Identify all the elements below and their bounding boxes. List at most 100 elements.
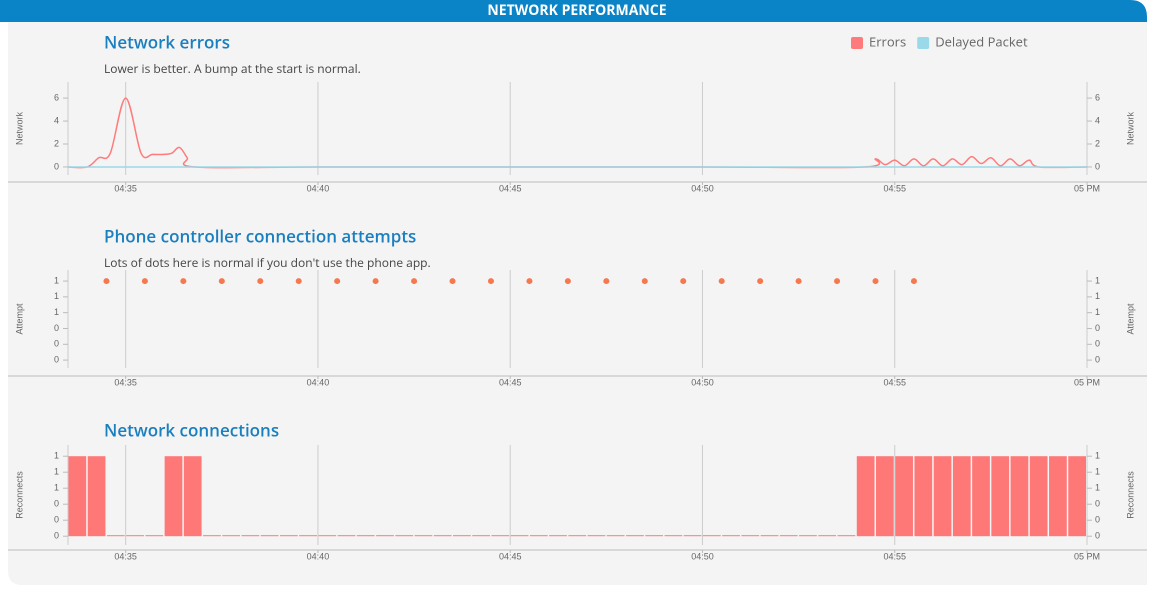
bar: [702, 535, 721, 537]
y2-tick-label: 0: [1095, 515, 1100, 525]
bar: [760, 535, 779, 537]
bar: [376, 535, 394, 537]
y-tick-label: 0: [54, 515, 59, 525]
y2-tick-label: 2: [1095, 138, 1100, 148]
x-tick-label: 04:55: [883, 551, 906, 561]
y-tick-label: 1: [54, 291, 59, 301]
x-tick-label: 04:40: [307, 183, 330, 193]
y2-tick-label: 0: [1095, 323, 1100, 333]
x-tick-label: 05 PM: [1074, 551, 1100, 561]
bar: [145, 535, 164, 537]
y-tick-label: 0: [54, 161, 59, 171]
y-tick-label: 0: [54, 354, 59, 364]
dot: [295, 278, 302, 285]
dot: [795, 278, 802, 285]
legend-label: Delayed Packet: [935, 32, 1028, 50]
dot: [334, 278, 341, 285]
bar: [260, 535, 279, 537]
bar: [876, 456, 894, 537]
dot: [141, 278, 148, 285]
dot: [872, 278, 879, 285]
chart-subtitle: Lower is better. A bump at the start is …: [104, 60, 361, 77]
y-axis-label: Reconnects: [14, 471, 24, 519]
y-tick-label: 1: [54, 483, 59, 493]
bar: [683, 535, 702, 537]
bar: [279, 535, 298, 537]
x-tick-label: 04:40: [307, 377, 330, 387]
bar: [587, 535, 606, 537]
y2-tick-label: 1: [1095, 451, 1100, 461]
header-bar: [0, 0, 1147, 22]
y2-tick-label: 0: [1095, 531, 1100, 541]
bar: [433, 535, 452, 537]
dot: [718, 278, 725, 285]
y-tick-label: 6: [54, 92, 59, 102]
y-tick-label: 1: [54, 307, 59, 317]
y-tick-label: 1: [54, 467, 59, 477]
bar: [972, 456, 990, 537]
y-axis-label: Attempt: [14, 303, 24, 335]
x-tick-label: 04:55: [883, 183, 906, 193]
dot: [257, 278, 264, 285]
y2-tick-label: 1: [1095, 483, 1100, 493]
x-tick-label: 05 PM: [1074, 377, 1100, 387]
y-tick-label: 1: [54, 275, 59, 285]
x-tick-label: 04:55: [883, 377, 906, 387]
y-tick-label: 1: [54, 451, 59, 461]
y2-tick-label: 1: [1095, 307, 1100, 317]
bar: [568, 535, 587, 537]
dot: [487, 278, 494, 285]
y-tick-label: 0: [54, 499, 59, 509]
x-tick-label: 04:45: [499, 551, 522, 561]
line-series: [67, 97, 1088, 169]
panel: [8, 22, 1147, 585]
bar: [856, 456, 875, 537]
bar: [510, 535, 529, 537]
x-tick-label: 04:50: [691, 551, 714, 561]
y2-tick-label: 4: [1095, 115, 1100, 125]
chart-title: Network errors: [104, 31, 230, 54]
bar: [183, 456, 202, 537]
y2-axis-label: Network: [1125, 112, 1135, 146]
dot: [564, 278, 571, 285]
x-tick-label: 04:35: [114, 551, 137, 561]
bar: [299, 535, 317, 537]
x-tick-label: 04:50: [691, 377, 714, 387]
legend-label: Errors: [869, 32, 906, 50]
dot: [103, 278, 110, 285]
bar: [1029, 456, 1048, 537]
bar: [68, 456, 87, 537]
bar: [722, 535, 740, 537]
chart-title: Phone controller connection attempts: [104, 225, 416, 248]
y-tick-label: 0: [54, 323, 59, 333]
y2-tick-label: 0: [1095, 161, 1100, 171]
y2-tick-label: 1: [1095, 467, 1100, 477]
bar: [895, 456, 913, 537]
y-tick-label: 0: [54, 339, 59, 349]
y2-tick-label: 1: [1095, 291, 1100, 301]
bar: [126, 535, 144, 537]
bar: [1010, 456, 1029, 537]
y2-axis-label: Reconnects: [1125, 471, 1135, 519]
dot: [680, 278, 687, 285]
bar: [606, 535, 625, 537]
chart-title: Network connections: [104, 419, 279, 442]
bar: [395, 535, 414, 537]
dot: [411, 278, 418, 285]
x-tick-label: 04:45: [499, 183, 522, 193]
x-tick-label: 04:35: [114, 183, 137, 193]
dot: [910, 278, 917, 285]
x-tick-label: 04:45: [499, 377, 522, 387]
bar: [818, 535, 837, 537]
bar: [645, 535, 664, 537]
y-tick-label: 4: [54, 115, 59, 125]
bar: [779, 535, 798, 537]
dot: [757, 278, 764, 285]
bar: [1068, 456, 1086, 537]
y2-tick-label: 1: [1095, 275, 1100, 285]
header-title: NETWORK PERFORMANCE: [487, 1, 666, 20]
bar: [222, 535, 241, 537]
bar: [414, 535, 433, 537]
bar: [472, 535, 490, 537]
